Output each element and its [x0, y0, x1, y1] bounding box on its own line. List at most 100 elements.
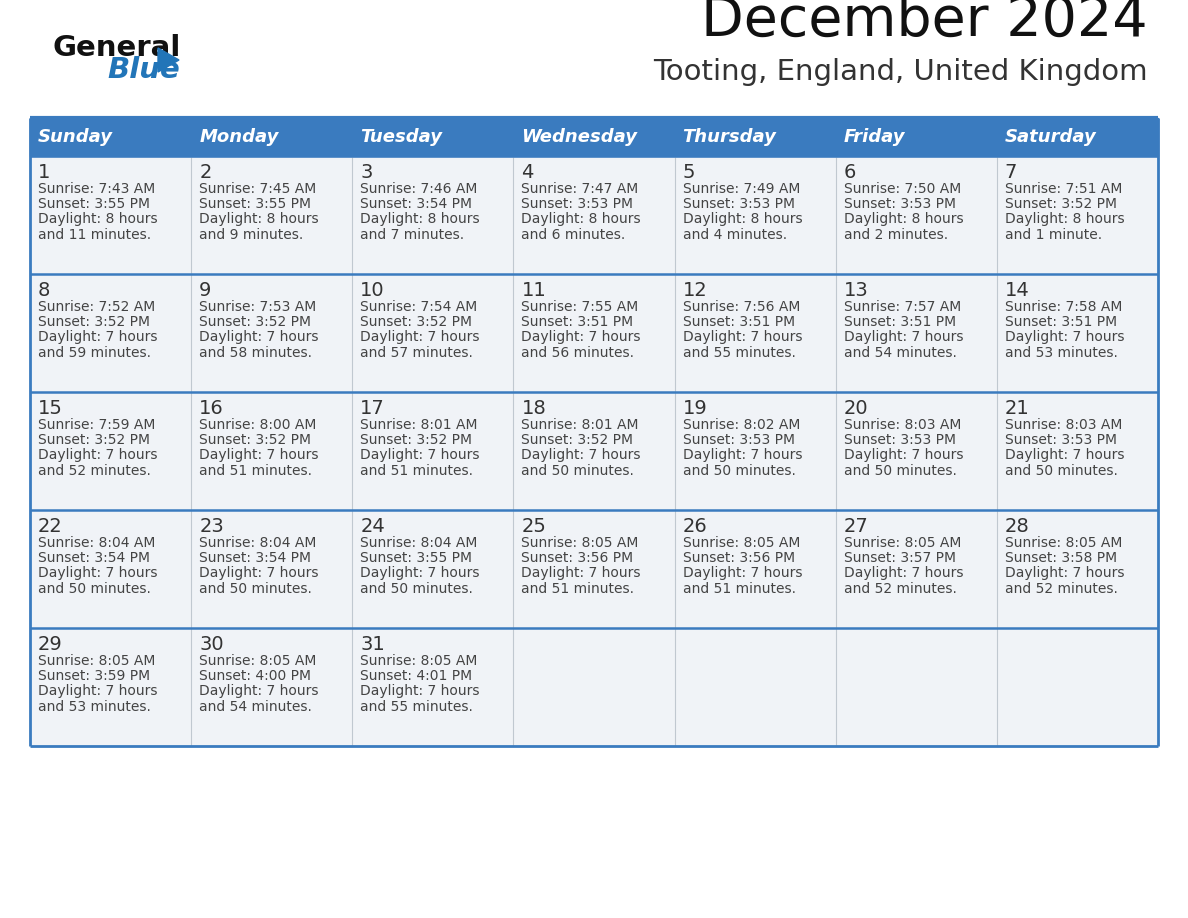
Text: Monday: Monday	[200, 128, 278, 146]
Text: Daylight: 8 hours: Daylight: 8 hours	[522, 212, 642, 227]
Bar	[997, 392, 1158, 510]
Bar	[191, 156, 353, 274]
Text: and 50 minutes.: and 50 minutes.	[1005, 464, 1118, 477]
Text: Wednesday: Wednesday	[522, 128, 638, 146]
Bar	[30, 274, 191, 392]
Text: and 52 minutes.: and 52 minutes.	[843, 582, 956, 596]
Text: Sunrise: 8:03 AM: Sunrise: 8:03 AM	[1005, 418, 1123, 432]
Text: Sunrise: 8:05 AM: Sunrise: 8:05 AM	[38, 654, 156, 668]
Text: and 51 minutes.: and 51 minutes.	[200, 464, 312, 477]
Text: Sunrise: 8:04 AM: Sunrise: 8:04 AM	[200, 536, 316, 550]
Text: Sunrise: 8:01 AM: Sunrise: 8:01 AM	[360, 418, 478, 432]
Text: Sunrise: 8:05 AM: Sunrise: 8:05 AM	[522, 536, 639, 550]
Text: and 57 minutes.: and 57 minutes.	[360, 345, 473, 360]
Text: Daylight: 7 hours: Daylight: 7 hours	[522, 448, 642, 463]
Text: Sunrise: 8:05 AM: Sunrise: 8:05 AM	[200, 654, 316, 668]
Text: Sunset: 3:56 PM: Sunset: 3:56 PM	[522, 551, 633, 565]
Text: Sunset: 3:53 PM: Sunset: 3:53 PM	[1005, 433, 1117, 447]
Text: Sunset: 3:52 PM: Sunset: 3:52 PM	[38, 315, 150, 330]
Text: Daylight: 7 hours: Daylight: 7 hours	[360, 448, 480, 463]
Text: 16: 16	[200, 399, 223, 418]
Text: Sunset: 3:57 PM: Sunset: 3:57 PM	[843, 551, 955, 565]
Text: Sunrise: 8:04 AM: Sunrise: 8:04 AM	[38, 536, 156, 550]
Text: Daylight: 8 hours: Daylight: 8 hours	[1005, 212, 1125, 227]
Text: Daylight: 7 hours: Daylight: 7 hours	[360, 566, 480, 580]
Text: and 50 minutes.: and 50 minutes.	[522, 464, 634, 477]
Text: Sunrise: 8:01 AM: Sunrise: 8:01 AM	[522, 418, 639, 432]
Text: Daylight: 7 hours: Daylight: 7 hours	[38, 685, 158, 699]
Text: Thursday: Thursday	[683, 128, 777, 146]
Text: December 2024: December 2024	[701, 0, 1148, 48]
Text: Daylight: 7 hours: Daylight: 7 hours	[200, 448, 318, 463]
Text: Sunrise: 7:43 AM: Sunrise: 7:43 AM	[38, 182, 156, 196]
Text: Daylight: 7 hours: Daylight: 7 hours	[360, 685, 480, 699]
Bar	[997, 274, 1158, 392]
Text: and 53 minutes.: and 53 minutes.	[1005, 345, 1118, 360]
Text: Daylight: 8 hours: Daylight: 8 hours	[843, 212, 963, 227]
Text: and 50 minutes.: and 50 minutes.	[360, 582, 473, 596]
Text: Daylight: 8 hours: Daylight: 8 hours	[683, 212, 802, 227]
Text: and 51 minutes.: and 51 minutes.	[360, 464, 473, 477]
Text: Sunset: 3:53 PM: Sunset: 3:53 PM	[683, 197, 795, 211]
Text: Sunrise: 8:04 AM: Sunrise: 8:04 AM	[360, 536, 478, 550]
Text: Sunset: 3:58 PM: Sunset: 3:58 PM	[1005, 551, 1117, 565]
Bar	[191, 628, 353, 746]
Bar	[30, 628, 191, 746]
Text: and 56 minutes.: and 56 minutes.	[522, 345, 634, 360]
Text: and 50 minutes.: and 50 minutes.	[200, 582, 312, 596]
Text: Daylight: 7 hours: Daylight: 7 hours	[683, 566, 802, 580]
Bar	[997, 118, 1158, 156]
Bar	[30, 118, 191, 156]
Text: 10: 10	[360, 281, 385, 300]
Text: Sunset: 3:51 PM: Sunset: 3:51 PM	[843, 315, 956, 330]
Text: Daylight: 8 hours: Daylight: 8 hours	[360, 212, 480, 227]
Text: Daylight: 8 hours: Daylight: 8 hours	[200, 212, 318, 227]
Text: 8: 8	[38, 281, 50, 300]
Text: 9: 9	[200, 281, 211, 300]
Bar	[353, 156, 513, 274]
Text: Sunrise: 7:50 AM: Sunrise: 7:50 AM	[843, 182, 961, 196]
Text: and 2 minutes.: and 2 minutes.	[843, 228, 948, 241]
Text: Daylight: 7 hours: Daylight: 7 hours	[200, 685, 318, 699]
Text: Tuesday: Tuesday	[360, 128, 442, 146]
Text: and 52 minutes.: and 52 minutes.	[1005, 582, 1118, 596]
Text: Daylight: 7 hours: Daylight: 7 hours	[843, 566, 963, 580]
Bar	[835, 392, 997, 510]
Text: 6: 6	[843, 163, 857, 182]
Text: Daylight: 7 hours: Daylight: 7 hours	[843, 330, 963, 344]
Bar	[30, 392, 191, 510]
Text: and 53 minutes.: and 53 minutes.	[38, 700, 151, 713]
Text: 26: 26	[683, 517, 707, 536]
Text: Sunday: Sunday	[38, 128, 113, 146]
Text: Sunrise: 7:59 AM: Sunrise: 7:59 AM	[38, 418, 156, 432]
Text: Sunrise: 7:49 AM: Sunrise: 7:49 AM	[683, 182, 800, 196]
Text: 28: 28	[1005, 517, 1030, 536]
Text: Sunset: 3:59 PM: Sunset: 3:59 PM	[38, 669, 150, 683]
Text: Sunrise: 8:05 AM: Sunrise: 8:05 AM	[683, 536, 800, 550]
Text: Sunrise: 7:52 AM: Sunrise: 7:52 AM	[38, 300, 156, 314]
Text: and 59 minutes.: and 59 minutes.	[38, 345, 151, 360]
Text: 20: 20	[843, 399, 868, 418]
Bar	[30, 510, 191, 628]
Bar	[513, 274, 675, 392]
Text: and 50 minutes.: and 50 minutes.	[843, 464, 956, 477]
Text: and 58 minutes.: and 58 minutes.	[200, 345, 312, 360]
Text: and 11 minutes.: and 11 minutes.	[38, 228, 151, 241]
Text: and 50 minutes.: and 50 minutes.	[38, 582, 151, 596]
Text: Daylight: 7 hours: Daylight: 7 hours	[200, 330, 318, 344]
Bar	[675, 156, 835, 274]
Text: 22: 22	[38, 517, 63, 536]
Bar	[835, 156, 997, 274]
Bar	[513, 392, 675, 510]
Text: Sunrise: 8:05 AM: Sunrise: 8:05 AM	[1005, 536, 1123, 550]
Text: 18: 18	[522, 399, 546, 418]
Text: Daylight: 7 hours: Daylight: 7 hours	[1005, 566, 1124, 580]
Text: 2: 2	[200, 163, 211, 182]
Bar	[675, 510, 835, 628]
Bar	[191, 274, 353, 392]
Text: Sunset: 3:51 PM: Sunset: 3:51 PM	[683, 315, 795, 330]
Text: Sunset: 4:00 PM: Sunset: 4:00 PM	[200, 669, 311, 683]
Text: 3: 3	[360, 163, 373, 182]
Bar	[675, 628, 835, 746]
Bar	[191, 392, 353, 510]
